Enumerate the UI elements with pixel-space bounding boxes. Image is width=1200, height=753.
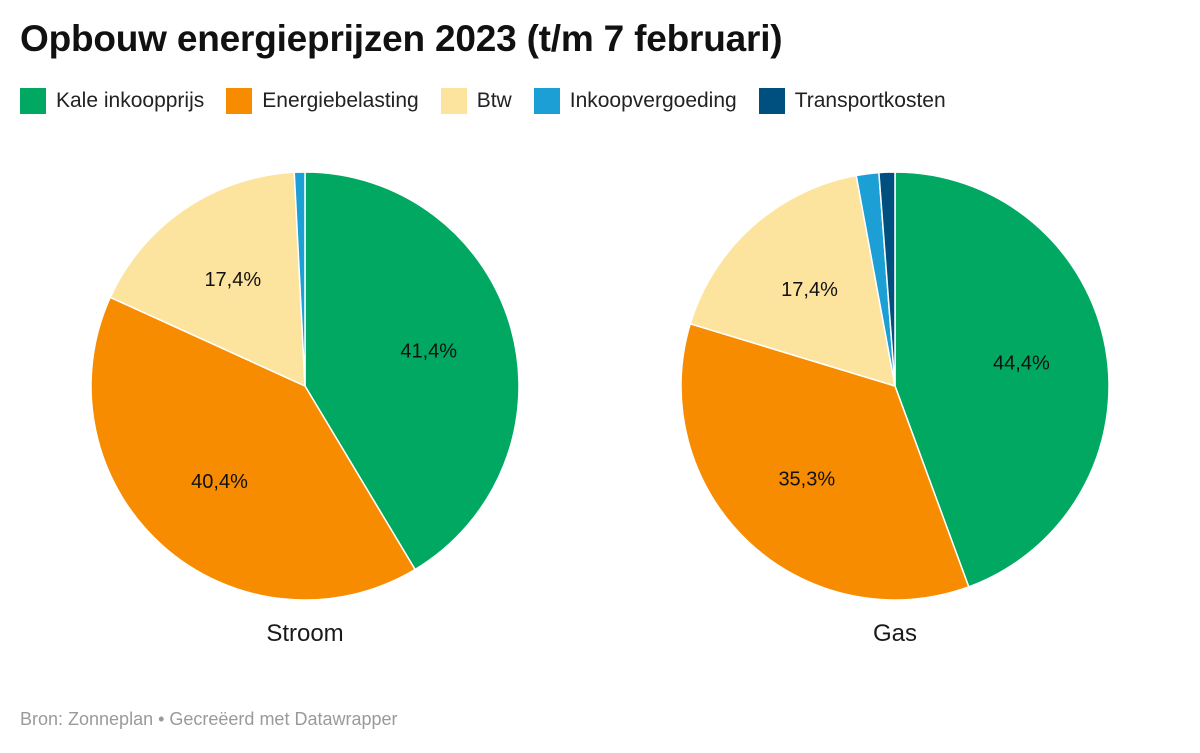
legend-label-transportkosten: Transportkosten (794, 89, 946, 112)
pie-slice-gas-btw (689, 174, 896, 388)
chart-title: Opbouw energieprijzen 2023 (t/m 7 februa… (20, 18, 783, 59)
legend-item-kale-inkoopprijs: Kale inkoopprijs (20, 88, 204, 114)
slice-label-stroom-btw: 17,4% (204, 269, 261, 291)
legend-item-btw: Btw (440, 88, 512, 114)
pie-slice-stroom-kale-inkoopprijs (304, 171, 520, 571)
legend-swatch-kale-inkoopprijs (20, 88, 46, 114)
legend-item-transportkosten: Transportkosten (758, 88, 946, 114)
slice-label-gas-energiebelasting: 35,3% (778, 468, 835, 490)
pie-slice-gas-energiebelasting (680, 322, 970, 601)
legend-swatch-inkoopvergoeding (533, 88, 560, 114)
pie-chart-gas: 44,4% 35,3% 17,4% (680, 171, 1110, 601)
pie-caption-stroom: Stroom (266, 620, 344, 647)
legend-item-energiebelasting: Energiebelasting (226, 88, 419, 114)
source-footer: Bron: Zonneplan • Gecreëerd met Datawrap… (20, 709, 398, 729)
slice-label-gas-kale-inkoopprijs: 44,4% (993, 353, 1050, 375)
slice-label-stroom-kale-inkoopprijs: 41,4% (400, 341, 457, 363)
pie-slice-gas-transportkosten (878, 171, 896, 387)
legend-label-energiebelasting: Energiebelasting (262, 89, 419, 112)
slice-label-gas-btw: 17,4% (781, 279, 838, 301)
legend-swatch-btw (440, 88, 467, 114)
pie-slice-stroom-inkoopvergoeding (293, 171, 306, 387)
legend-swatch-energiebelasting (226, 88, 253, 114)
legend-label-kale-inkoopprijs: Kale inkoopprijs (56, 89, 205, 112)
pie-slice-gas-kale-inkoopprijs (894, 171, 1110, 588)
legend-label-inkoopvergoeding: Inkoopvergoeding (569, 89, 737, 112)
legend-swatch-transportkosten (758, 88, 785, 114)
pie-slice-stroom-btw (109, 171, 306, 388)
pie-caption-gas: Gas (872, 620, 917, 647)
legend-item-inkoopvergoeding: Inkoopvergoeding (533, 88, 737, 114)
pie-chart-stroom: 41,4% 40,4% 17,4% (90, 171, 520, 601)
legend-label-btw: Btw (476, 89, 512, 112)
legend: Kale inkoopprijs Energiebelasting Btw In… (20, 86, 968, 116)
pie-slice-stroom-energiebelasting (90, 296, 417, 601)
slice-label-stroom-energiebelasting: 40,4% (191, 471, 248, 493)
